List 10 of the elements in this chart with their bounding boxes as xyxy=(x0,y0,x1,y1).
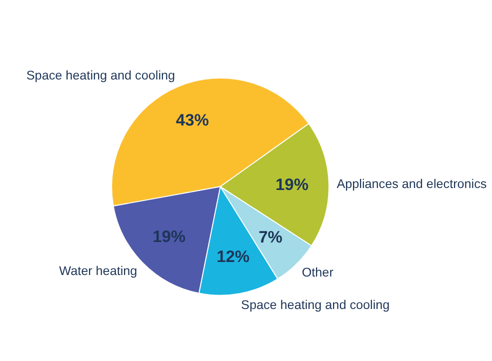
slice-label: Other xyxy=(302,265,334,280)
slice-label: Space heating and cooling xyxy=(26,68,176,83)
data-label: 19% xyxy=(276,176,309,194)
slice-label: Appliances and electronics xyxy=(336,176,487,191)
data-label: 19% xyxy=(152,228,186,246)
slice-label: Water heating xyxy=(59,264,138,278)
data-label: 7% xyxy=(258,228,283,247)
data-label: 12% xyxy=(216,248,250,266)
data-label: 43% xyxy=(176,111,210,130)
slice-label: Space heating and cooling xyxy=(241,298,390,312)
